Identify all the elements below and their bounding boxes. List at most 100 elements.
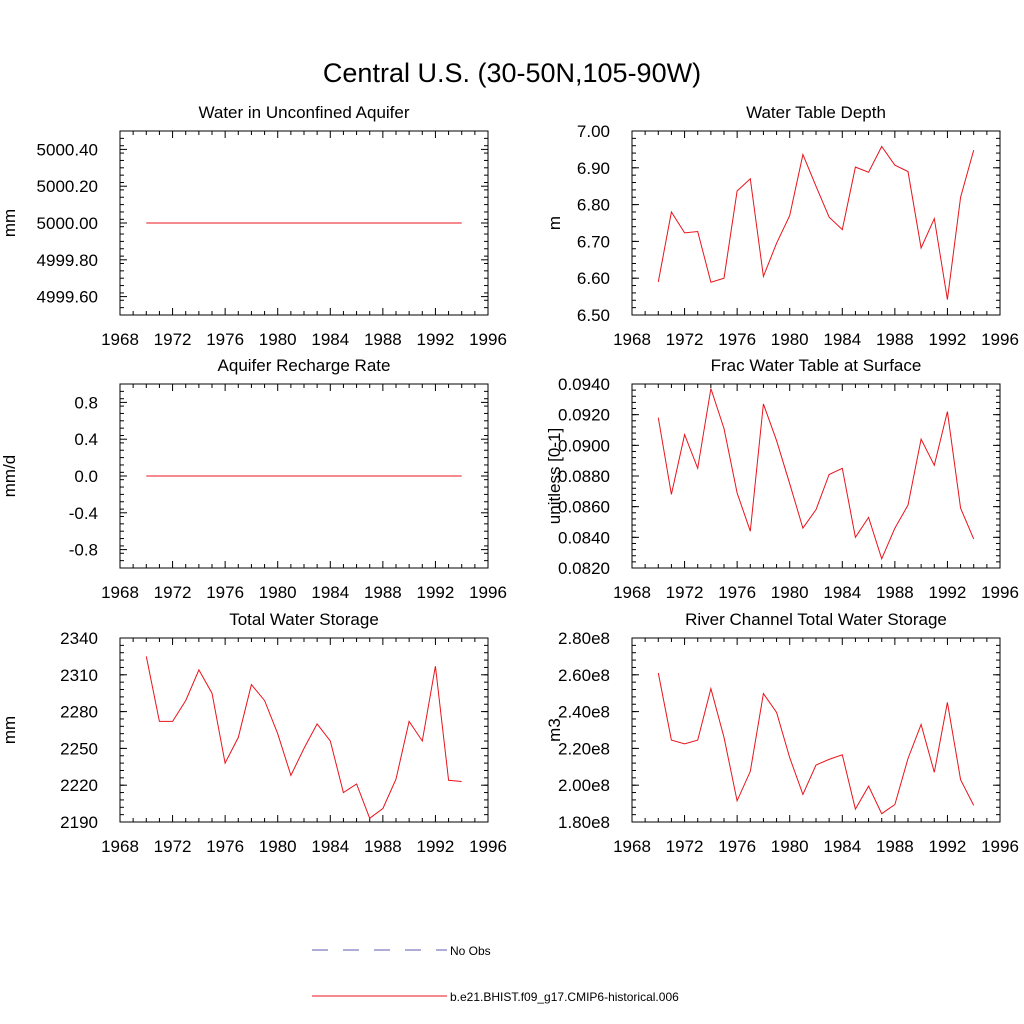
- x-tick-label: 1992: [417, 583, 455, 602]
- x-tick-label: 1988: [364, 330, 402, 349]
- series-line: [657, 672, 975, 815]
- x-tick-label: 1972: [666, 583, 704, 602]
- x-tick-label: 1984: [311, 583, 349, 602]
- x-tick-label: 1992: [929, 583, 967, 602]
- panels: Water in Unconfined Aquifer mm 1968 1972 197…: [0, 103, 1019, 856]
- panel-3: Aquifer Recharge Rate mm/d 1968 1972 1976 198…: [0, 356, 507, 602]
- y-tick-label: 5000.40: [37, 140, 98, 159]
- panel-5: Total Water Storage mm 1968 1972 1976 1980 198…: [0, 610, 507, 856]
- legend-label-2: b.e21.BHIST.f09_g17.CMIP6-historical.006: [450, 990, 679, 1004]
- x-tick-label: 1984: [823, 837, 861, 856]
- y-tick-label: 0.0900: [558, 436, 610, 455]
- x-tick-label: 1968: [613, 583, 651, 602]
- x-tick-label: 1984: [311, 330, 349, 349]
- x-tick-label: 1980: [259, 330, 297, 349]
- plot-frame: [631, 130, 1001, 316]
- y-tick-label: 6.50: [577, 306, 610, 325]
- y-tick-label: 2280: [60, 703, 98, 722]
- y-tick-label: 4999.80: [37, 251, 98, 270]
- panel-title: River Channel Total Water Storage: [685, 610, 947, 629]
- x-tick-label: 1972: [666, 837, 704, 856]
- x-tick-label: 1976: [718, 330, 756, 349]
- x-tick-label: 1968: [613, 837, 651, 856]
- y-tick-label: 0.0920: [558, 406, 610, 425]
- y-tick-label: 5000.00: [37, 214, 98, 233]
- y-axis-label: mm: [0, 716, 19, 744]
- panel-4: Frac Water Table at Surface unitless [0-1…: [545, 356, 1019, 602]
- x-tick-label: 1976: [206, 583, 244, 602]
- series-line: [657, 388, 975, 561]
- panel-title: Aquifer Recharge Rate: [218, 356, 391, 375]
- y-tick-label: 2.00e8: [558, 776, 610, 795]
- x-tick-label: 1968: [101, 330, 139, 349]
- y-tick-label: 2310: [60, 666, 98, 685]
- plot-frame: [631, 383, 1001, 569]
- y-tick-label: 2220: [60, 776, 98, 795]
- series-line: [145, 656, 462, 820]
- y-tick-label: 2.80e8: [558, 629, 610, 648]
- x-tick-label: 1996: [469, 837, 507, 856]
- x-tick-label: 1992: [417, 330, 455, 349]
- x-tick-label: 1992: [929, 330, 967, 349]
- panel-title: Water Table Depth: [746, 103, 886, 122]
- y-tick-label: -0.4: [69, 504, 98, 523]
- x-tick-label: 1968: [101, 837, 139, 856]
- y-tick-label: 0.0940: [558, 375, 610, 394]
- x-tick-label: 1992: [929, 837, 967, 856]
- panel-title: Frac Water Table at Surface: [711, 356, 922, 375]
- x-tick-label: 1976: [206, 837, 244, 856]
- panel-title: Total Water Storage: [229, 610, 379, 629]
- x-tick-label: 1980: [259, 837, 297, 856]
- x-tick-label: 1996: [981, 583, 1019, 602]
- x-tick-label: 1980: [771, 583, 809, 602]
- y-tick-label: -0.8: [69, 541, 98, 560]
- y-tick-label: 6.90: [577, 159, 610, 178]
- y-axis-label: m: [545, 216, 564, 230]
- y-axis-label: unitless [0-1]: [545, 428, 564, 524]
- y-tick-label: 0.0840: [558, 528, 610, 547]
- x-tick-label: 1968: [613, 330, 651, 349]
- y-tick-label: 2190: [60, 813, 98, 832]
- x-tick-label: 1976: [206, 330, 244, 349]
- y-tick-label: 1.80e8: [558, 813, 610, 832]
- y-tick-label: 5000.20: [37, 177, 98, 196]
- y-tick-label: 2250: [60, 739, 98, 758]
- x-tick-label: 1992: [417, 837, 455, 856]
- y-tick-label: 2.20e8: [558, 739, 610, 758]
- x-tick-label: 1968: [101, 583, 139, 602]
- panel-2: Water Table Depth m 1968 1972 1976 1980 1984 19…: [545, 103, 1019, 349]
- y-tick-label: 0.0860: [558, 498, 610, 517]
- y-tick-label: 6.70: [577, 232, 610, 251]
- plot-frame: [119, 637, 489, 823]
- legend-label-1: No Obs: [450, 944, 491, 958]
- y-tick-label: 0.8: [74, 393, 98, 412]
- x-tick-label: 1996: [981, 330, 1019, 349]
- y-tick-label: 0.0: [74, 467, 98, 486]
- y-tick-label: 2.40e8: [558, 703, 610, 722]
- y-tick-label: 0.0880: [558, 467, 610, 486]
- x-tick-label: 1988: [876, 330, 914, 349]
- y-tick-label: 6.80: [577, 196, 610, 215]
- x-tick-label: 1996: [469, 330, 507, 349]
- y-tick-label: 7.00: [577, 122, 610, 141]
- x-tick-label: 1980: [771, 837, 809, 856]
- x-tick-label: 1972: [154, 330, 192, 349]
- x-tick-label: 1988: [876, 837, 914, 856]
- x-tick-label: 1996: [981, 837, 1019, 856]
- legend: No Obs b.e21.BHIST.f09_g17.CMIP6-historic…: [312, 944, 679, 1004]
- y-tick-label: 0.0820: [558, 559, 610, 578]
- x-tick-label: 1980: [259, 583, 297, 602]
- y-tick-label: 6.60: [577, 269, 610, 288]
- x-tick-label: 1976: [718, 837, 756, 856]
- x-tick-label: 1972: [154, 583, 192, 602]
- x-tick-label: 1988: [364, 583, 402, 602]
- x-tick-label: 1980: [771, 330, 809, 349]
- y-axis-label: m3: [545, 718, 564, 742]
- x-tick-label: 1976: [718, 583, 756, 602]
- x-tick-label: 1996: [469, 583, 507, 602]
- x-tick-label: 1984: [311, 837, 349, 856]
- panel-1: Water in Unconfined Aquifer mm 1968 1972 197…: [0, 103, 507, 349]
- x-tick-label: 1972: [154, 837, 192, 856]
